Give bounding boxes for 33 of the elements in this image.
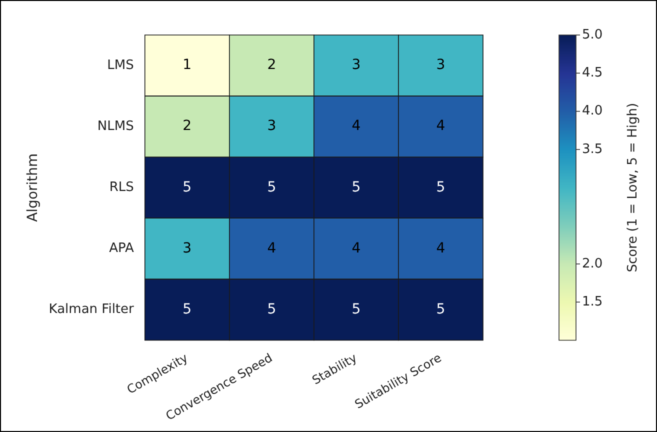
data-label: 5 xyxy=(436,301,446,318)
data-label: 3 xyxy=(352,57,361,74)
y-tick-label: LMS xyxy=(107,58,134,73)
data-label: 2 xyxy=(182,118,192,134)
data-label: 2 xyxy=(267,57,276,74)
color-bar-label: 2.0 xyxy=(582,256,603,272)
y-tick-label: APA xyxy=(109,241,134,256)
color-bar-label: 4.0 xyxy=(582,104,603,119)
data-label: 1 xyxy=(182,57,192,74)
data-label: 5 xyxy=(182,301,192,318)
y-tick-label: Kalman Filter xyxy=(48,302,135,318)
y-tick-label: NLMS xyxy=(97,118,134,134)
data-label: 4 xyxy=(352,118,361,134)
color-bar-label: 1.5 xyxy=(582,294,603,310)
color-bar-label: 4.5 xyxy=(582,66,603,81)
color-bar-title: Score (1 = Low, 5 = High) xyxy=(625,102,640,272)
data-label: 3 xyxy=(182,240,192,256)
y-tick-label: RLS xyxy=(109,180,134,195)
data-label: 3 xyxy=(436,57,446,74)
data-label: 4 xyxy=(267,240,276,256)
data-label: 3 xyxy=(267,118,276,134)
data-label: 5 xyxy=(352,179,361,196)
data-label: 5 xyxy=(267,301,276,318)
data-label: 4 xyxy=(436,240,446,256)
data-label: 5 xyxy=(352,301,361,318)
data-label: 4 xyxy=(436,118,446,134)
data-label: 5 xyxy=(267,179,276,196)
color-bar-label: 5.0 xyxy=(582,27,603,42)
data-label: 5 xyxy=(182,179,192,196)
data-label: 5 xyxy=(436,179,446,196)
data-label: 4 xyxy=(352,240,361,256)
y-axis-title: Algorithm xyxy=(25,153,42,222)
color-bar-label: 3.5 xyxy=(582,142,603,157)
